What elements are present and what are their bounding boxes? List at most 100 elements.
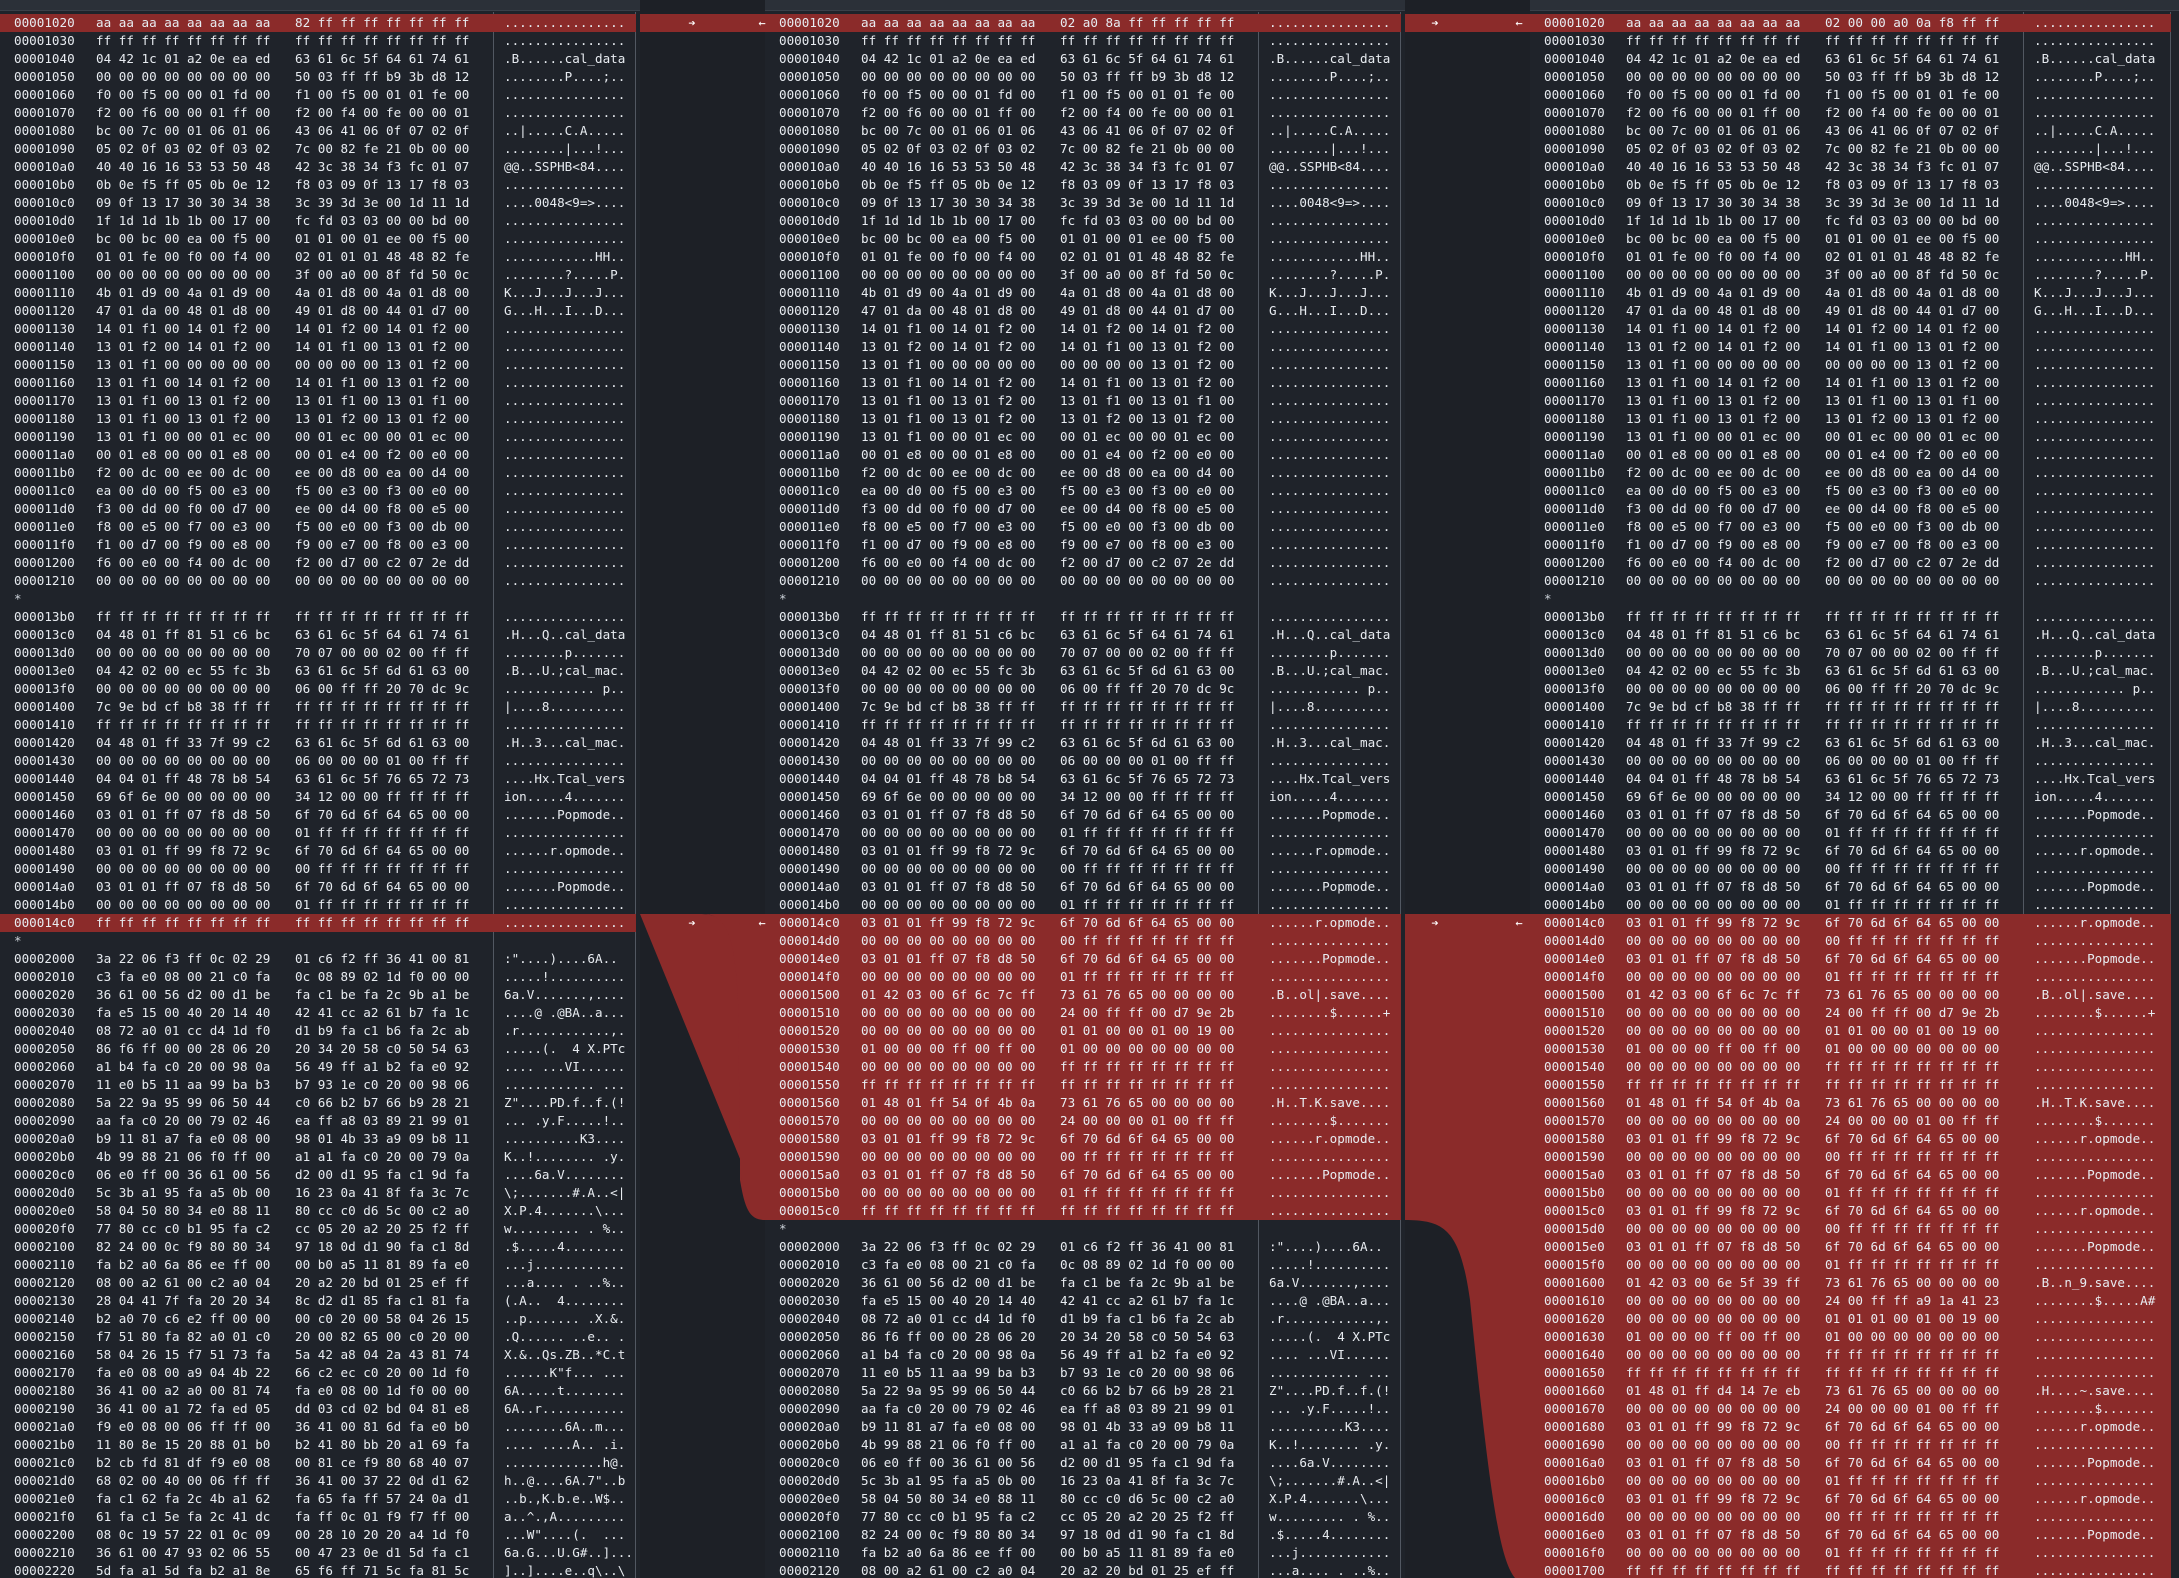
- hex-bytes-group-1[interactable]: 1f 1d 1d 1b 1b 00 17 00: [96, 213, 271, 228]
- hex-bytes-group-2[interactable]: 49 01 d8 00 44 01 d7 00: [1825, 303, 2000, 318]
- hex-row[interactable]: 00001530 01 00 00 00 ff 00 ff 00 01 00 00 …: [1530, 1040, 2171, 1058]
- hex-bytes-group-2[interactable]: f1 00 f5 00 01 01 fe 00: [1060, 87, 1235, 102]
- ascii-column[interactable]: .r............,.: [1269, 1311, 1391, 1326]
- ascii-column[interactable]: .......Popmode..: [1269, 879, 1391, 894]
- hex-bytes-group-2[interactable]: 49 01 d8 00 44 01 d7 00: [1060, 303, 1235, 318]
- hex-row[interactable]: 00001440 04 04 01 ff 48 78 b8 54 63 61 6c …: [765, 770, 1405, 788]
- hex-bytes-group-2[interactable]: 6f 70 6d 6f 64 65 00 00: [1825, 843, 2000, 858]
- hex-bytes-group-2[interactable]: 01 ff ff ff ff ff ff ff: [1060, 969, 1235, 984]
- hex-bytes-group-2[interactable]: 01 ff ff ff ff ff ff ff: [1825, 1185, 2000, 1200]
- hex-bytes-group-1[interactable]: 00 00 00 00 00 00 00 00: [861, 969, 1036, 984]
- hex-bytes-group-2[interactable]: 6f 70 6d 6f 64 65 00 00: [1060, 879, 1235, 894]
- ascii-column[interactable]: .B......cal_data: [2034, 51, 2156, 66]
- hex-bytes-group-2[interactable]: 02 00 00 a0 0a f8 ff ff: [1825, 15, 2000, 30]
- hex-row[interactable]: 00001670 00 00 00 00 00 00 00 00 24 00 00 …: [1530, 1400, 2171, 1418]
- hex-bytes-group-2[interactable]: 00 ff ff ff ff ff ff ff: [1825, 933, 2000, 948]
- ascii-column[interactable]: .H..T.K.save....: [1269, 1095, 1391, 1110]
- hex-row[interactable]: 000013f0 00 00 00 00 00 00 00 00 06 00 ff …: [0, 680, 640, 698]
- hex-bytes-group-2[interactable]: 7c 00 82 fe 21 0b 00 00: [1825, 141, 2000, 156]
- hex-row[interactable]: 00002100 82 24 00 0c f9 80 80 34 97 18 0d …: [765, 1526, 1405, 1544]
- ascii-column[interactable]: ................: [2034, 1041, 2156, 1056]
- ascii-column[interactable]: ................: [504, 87, 626, 102]
- ascii-column[interactable]: ............ ...: [504, 1077, 626, 1092]
- hex-row[interactable]: 00001520 00 00 00 00 00 00 00 00 01 01 00 …: [765, 1022, 1401, 1040]
- hex-row[interactable]: 00001410 ff ff ff ff ff ff ff ff ff ff ff …: [765, 716, 1405, 734]
- hex-bytes-group-2[interactable]: 01 01 01 00 01 00 19 00: [1825, 1311, 2000, 1326]
- hex-bytes-group-2[interactable]: f9 00 e7 00 f8 00 e3 00: [1825, 537, 2000, 552]
- hex-bytes-group-1[interactable]: 08 00 a2 61 00 c2 a0 04: [861, 1563, 1036, 1578]
- ascii-column[interactable]: ................: [2034, 1509, 2156, 1524]
- hex-bytes-group-1[interactable]: f2 00 f6 00 00 01 ff 00: [1626, 105, 1801, 120]
- hex-bytes-group-2[interactable]: ea ff a8 03 89 21 99 01: [295, 1113, 470, 1128]
- hex-bytes-group-2[interactable]: fa e0 08 00 1d f0 00 00: [295, 1383, 470, 1398]
- hex-row[interactable]: 00001180 13 01 f1 00 13 01 f2 00 13 01 f2 …: [765, 410, 1405, 428]
- hex-bytes-group-1[interactable]: b9 11 81 a7 fa e0 08 00: [861, 1419, 1036, 1434]
- hex-row[interactable]: 000010f0 01 01 fe 00 f0 00 f4 00 02 01 01 …: [0, 248, 640, 266]
- ascii-column[interactable]: ........p.......: [2034, 645, 2156, 660]
- hex-bytes-group-2[interactable]: 01 01 00 00 01 00 19 00: [1825, 1023, 2000, 1038]
- hex-bytes-group-1[interactable]: ff ff ff ff ff ff ff ff: [861, 33, 1036, 48]
- hex-bytes-group-2[interactable]: 24 00 ff ff 00 d7 9e 2b: [1825, 1005, 2000, 1020]
- hex-bytes-group-1[interactable]: 36 61 00 47 93 02 06 55: [96, 1545, 271, 1560]
- hex-bytes-group-2[interactable]: ff ff ff ff ff ff ff ff: [1825, 1347, 2000, 1362]
- hex-bytes-group-2[interactable]: 63 61 6c 5f 6d 61 63 00: [295, 663, 470, 678]
- hex-row[interactable]: 000014e0 03 01 01 ff 07 f8 d8 50 6f 70 6d …: [1530, 950, 2171, 968]
- hex-row[interactable]: 00002100 82 24 00 0c f9 80 80 34 97 18 0d …: [0, 1238, 640, 1256]
- hex-bytes-group-2[interactable]: a1 a1 fa c0 20 00 79 0a: [295, 1149, 470, 1164]
- ascii-column[interactable]: ................: [2034, 87, 2156, 102]
- ascii-column[interactable]: .Q...... ..e.. .: [504, 1329, 626, 1344]
- hex-bytes-group-2[interactable]: 00 01 e4 00 f2 00 e0 00: [1060, 447, 1235, 462]
- hex-bytes-group-2[interactable]: 02 01 01 01 48 48 82 fe: [1825, 249, 2000, 264]
- hex-bytes-group-2[interactable]: 56 49 ff a1 b2 fa e0 92: [295, 1059, 470, 1074]
- ascii-column[interactable]: .....!..........: [504, 969, 626, 984]
- hex-row[interactable]: 000020c0 06 e0 ff 00 36 61 00 56 d2 00 d1 …: [0, 1166, 640, 1184]
- ascii-column[interactable]: ................: [1269, 861, 1391, 876]
- hex-bytes-group-1[interactable]: 04 48 01 ff 33 7f 99 c2: [1626, 735, 1801, 750]
- ascii-column[interactable]: ............HH..: [2034, 249, 2156, 264]
- hex-row[interactable]: 00002180 36 41 00 a2 a0 00 81 74 fa e0 08 …: [0, 1382, 640, 1400]
- hex-bytes-group-2[interactable]: 01 ff ff ff ff ff ff ff: [1060, 1185, 1235, 1200]
- hex-row[interactable]: 00001050 00 00 00 00 00 00 00 00 50 03 ff …: [765, 68, 1405, 86]
- hex-row[interactable]: 00001490 00 00 00 00 00 00 00 00 00 ff ff …: [1530, 860, 2179, 878]
- hex-bytes-group-2[interactable]: 73 61 76 65 00 00 00 00: [1825, 1095, 2000, 1110]
- hex-bytes-group-2[interactable]: 63 61 6c 5f 6d 61 63 00: [1825, 735, 2000, 750]
- hex-bytes-group-1[interactable]: f2 00 dc 00 ee 00 dc 00: [1626, 465, 1801, 480]
- hex-row[interactable]: 000011a0 00 01 e8 00 00 01 e8 00 00 01 e4 …: [1530, 446, 2179, 464]
- hex-bytes-group-1[interactable]: 4b 01 d9 00 4a 01 d9 00: [861, 285, 1036, 300]
- hex-bytes-group-2[interactable]: 63 61 6c 5f 76 65 72 73: [1825, 771, 2000, 786]
- hex-bytes-group-1[interactable]: 13 01 f1 00 13 01 f2 00: [96, 411, 271, 426]
- hex-bytes-group-2[interactable]: d2 00 d1 95 fa c1 9d fa: [1060, 1455, 1235, 1470]
- hex-bytes-group-1[interactable]: 28 04 41 7f fa 20 20 34: [96, 1293, 271, 1308]
- hex-bytes-group-1[interactable]: 11 e0 b5 11 aa 99 ba b3: [861, 1365, 1036, 1380]
- hex-row[interactable]: 00001090 05 02 0f 03 02 0f 03 02 7c 00 82 …: [765, 140, 1405, 158]
- hex-row[interactable]: 000014b0 00 00 00 00 00 00 00 00 01 ff ff …: [765, 896, 1405, 914]
- hex-row[interactable]: 00001480 03 01 01 ff 99 f8 72 9c 6f 70 6d …: [0, 842, 640, 860]
- ascii-column[interactable]: .H..3...cal_mac.: [504, 735, 626, 750]
- hex-row[interactable]: 00001410 ff ff ff ff ff ff ff ff ff ff ff …: [1530, 716, 2179, 734]
- hex-bytes-group-1[interactable]: 05 02 0f 03 02 0f 03 02: [861, 141, 1036, 156]
- hex-bytes-group-2[interactable]: 14 01 f1 00 13 01 f2 00: [295, 375, 470, 390]
- hex-row[interactable]: 000013b0 ff ff ff ff ff ff ff ff ff ff ff …: [765, 608, 1405, 626]
- hex-bytes-group-1[interactable]: 4b 99 88 21 06 f0 ff 00: [861, 1437, 1036, 1452]
- hex-bytes-group-2[interactable]: 24 00 ff ff 00 d7 9e 2b: [1060, 1005, 1235, 1020]
- hex-row[interactable]: 000020b0 4b 99 88 21 06 f0 ff 00 a1 a1 fa …: [0, 1148, 640, 1166]
- hex-row[interactable]: 000020e0 58 04 50 80 34 e0 88 11 80 cc c0 …: [0, 1202, 640, 1220]
- ascii-column[interactable]: X.&..Qs.ZB..*C.t: [504, 1347, 626, 1362]
- hex-bytes-group-2[interactable]: 00 01 e4 00 f2 00 e0 00: [295, 447, 470, 462]
- hex-bytes-group-2[interactable]: ff ff ff ff ff ff ff ff: [295, 717, 470, 732]
- hex-bytes-group-2[interactable]: 6f 70 6d 6f 64 65 00 00: [1060, 951, 1235, 966]
- hex-row[interactable]: 000011e0 f8 00 e5 00 f7 00 e3 00 f5 00 e0 …: [1530, 518, 2179, 536]
- hex-bytes-group-2[interactable]: 01 ff ff ff ff ff ff ff: [1825, 1473, 2000, 1488]
- hex-bytes-group-1[interactable]: 03 01 01 ff 99 f8 72 9c: [861, 1131, 1036, 1146]
- hex-row[interactable]: 00002070 11 e0 b5 11 aa 99 ba b3 b7 93 1e …: [765, 1364, 1405, 1382]
- hex-bytes-group-1[interactable]: 00 00 00 00 00 00 00 00: [96, 753, 271, 768]
- ascii-column[interactable]: ........P....;..: [504, 69, 626, 84]
- hex-row[interactable]: 00001050 00 00 00 00 00 00 00 00 50 03 ff …: [1530, 68, 2179, 86]
- ascii-column[interactable]: ................: [504, 483, 626, 498]
- ascii-column[interactable]: .B......cal_data: [1269, 51, 1391, 66]
- hex-bytes-group-1[interactable]: 00 00 00 00 00 00 00 00: [861, 825, 1036, 840]
- ascii-column[interactable]: ................: [504, 339, 626, 354]
- hex-bytes-group-1[interactable]: 00 00 00 00 00 00 00 00: [1626, 1113, 1801, 1128]
- hex-bytes-group-2[interactable]: ff ff ff ff ff ff ff ff: [1060, 1077, 1235, 1092]
- hex-bytes-group-1[interactable]: 04 42 02 00 ec 55 fc 3b: [861, 663, 1036, 678]
